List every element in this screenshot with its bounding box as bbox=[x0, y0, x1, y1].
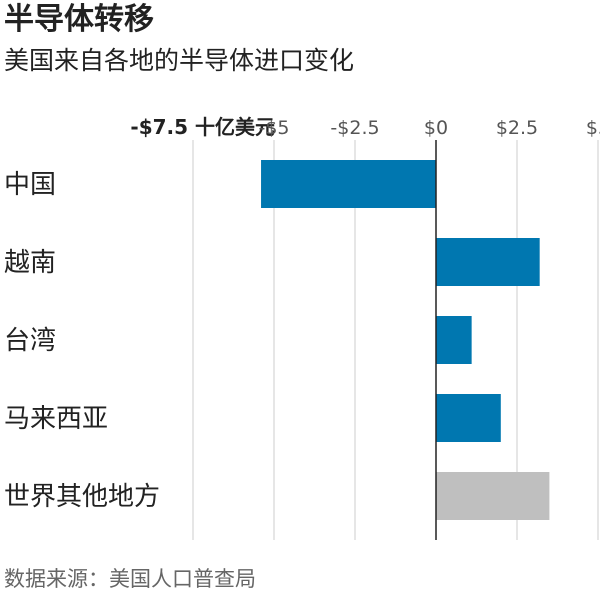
category-label: 越南 bbox=[4, 248, 56, 278]
bar-4 bbox=[436, 394, 501, 442]
x-tick-label: $0 bbox=[424, 117, 448, 139]
category-label: 世界其他地方 bbox=[4, 482, 160, 512]
x-axis-title: -$7.5 十亿美元 bbox=[130, 115, 275, 139]
chart-title: 半导体转移 bbox=[4, 2, 154, 37]
x-tick-label: -$5 bbox=[258, 117, 289, 139]
bar-3 bbox=[436, 316, 472, 364]
chart-subtitle: 美国来自各地的半导体进口变化 bbox=[4, 46, 355, 75]
bar-5 bbox=[436, 472, 550, 520]
source-note: 数据来源：美国人口普查局 bbox=[4, 567, 256, 591]
bar-2 bbox=[436, 238, 540, 286]
category-label: 马来西亚 bbox=[4, 404, 108, 434]
category-label: 台湾 bbox=[4, 326, 56, 356]
x-tick-label: -$2.5 bbox=[330, 117, 379, 139]
category-label: 中国 bbox=[4, 170, 56, 200]
x-tick-label: $5 bbox=[586, 117, 600, 139]
x-tick-label: $2.5 bbox=[496, 117, 538, 139]
bar-1 bbox=[261, 160, 436, 208]
